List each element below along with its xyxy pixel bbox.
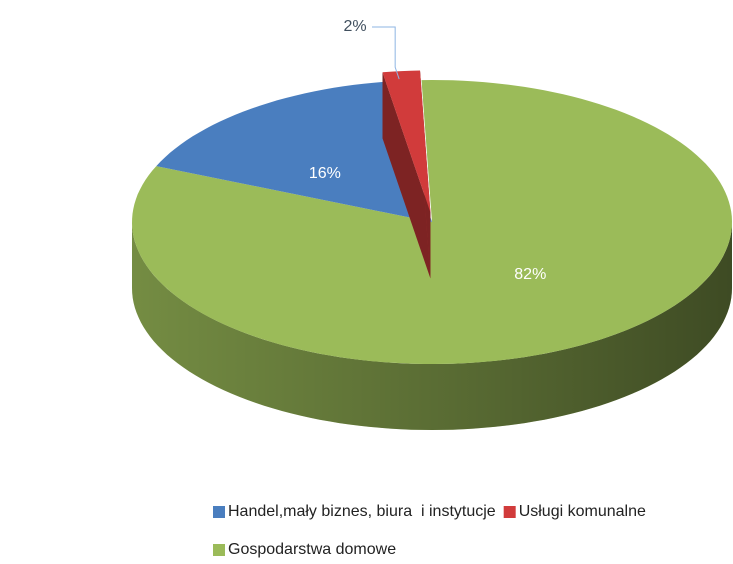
legend-label: Gospodarstwa domowe [228, 541, 396, 558]
slice [156, 81, 433, 222]
slice-face-shade [382, 72, 431, 279]
slice-side-shade [132, 222, 732, 430]
data-label: 2% [343, 18, 366, 35]
leader-line [372, 26, 400, 80]
legend-label: Usługi komunalne [519, 503, 646, 520]
data-label: 82% [514, 266, 546, 283]
slice-face [382, 72, 431, 279]
legend-label: Handel,mały biznes, biura i instytucje [228, 503, 496, 520]
data-label: 16% [309, 165, 341, 182]
slice [382, 70, 431, 279]
legend-swatch [213, 544, 225, 556]
legend-swatch [503, 506, 516, 518]
slice-top [156, 81, 433, 222]
slice-top [382, 70, 431, 213]
legend-swatch [213, 506, 225, 518]
